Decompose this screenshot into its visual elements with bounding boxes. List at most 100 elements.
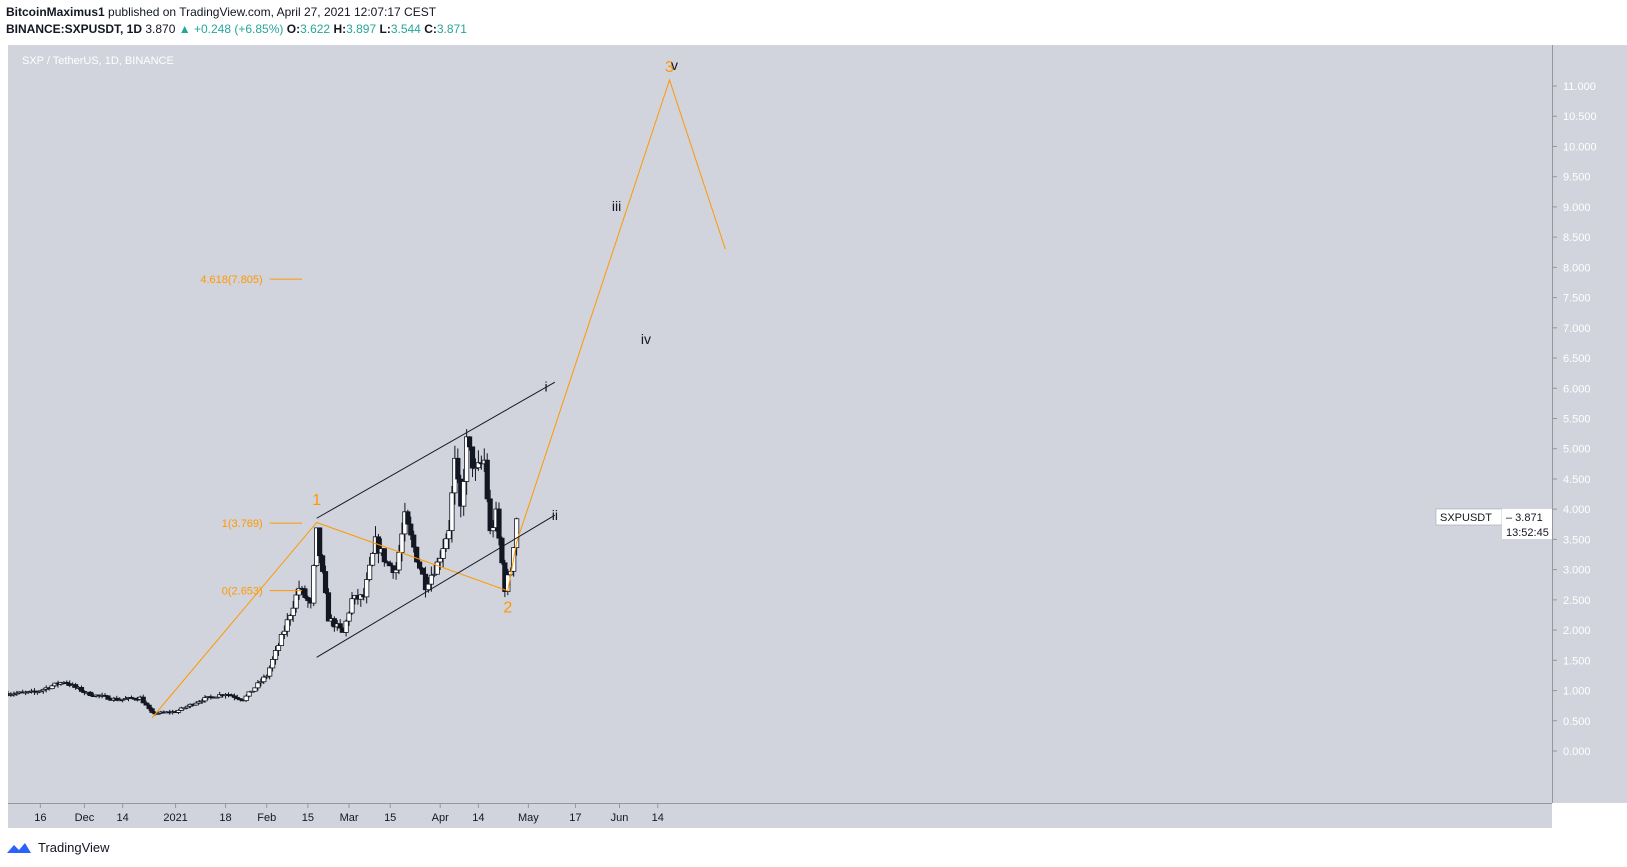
tradingview-logo-icon [7,842,31,853]
candle-body [399,533,405,553]
candle-body [34,691,41,694]
time-tick-label: 15 [384,812,396,824]
candle-body [258,681,264,684]
wave-label-3: 3 [665,59,674,76]
candle-body [408,523,414,536]
price-tick-label: 8.500 [1563,232,1591,244]
low-value: 3.544 [390,22,421,36]
candle-body [269,659,276,669]
candle-body [475,462,482,469]
candle-body [73,684,79,688]
candle-body [319,555,326,572]
candle-body [437,557,443,563]
wave-label-iii: iii [612,198,621,214]
candle-body [123,698,129,700]
candle-body [202,697,208,702]
wave-label-2: 2 [503,600,512,617]
candle-body [196,701,202,704]
price-tick-label: 3.500 [1563,534,1591,546]
wave-label-v: v [671,57,678,73]
price-badge-price: – 3.871 [1506,512,1543,524]
low-label: L: [379,22,391,36]
time-tick-label: 2021 [163,812,187,824]
chart-pane[interactable]: 4.618(7.805) 1(3.769) 0(2.653) 1 2 3 i ii iii iv v… [8,45,1552,803]
price-tick-label: 5.500 [1563,414,1591,426]
candle-body [287,615,293,621]
candle-body [40,688,46,692]
candle-body [505,574,511,592]
candle-body [296,587,302,596]
candle-body [461,481,467,507]
time-tick-label: 15 [302,812,314,824]
countdown-box [1502,524,1552,539]
candle-body [114,697,120,701]
time-axis[interactable]: 16 Dec 14 2021 18 Feb 15 Mar 15 Apr 14 May 17 Jun 14 [8,803,1552,828]
candle-body [252,687,258,692]
candle-body [443,538,449,549]
candle-body [237,698,243,701]
author-name[interactable]: BitcoinMaximus1 [6,5,105,19]
candle-body [396,551,402,571]
candle-body [228,694,235,697]
candle-body [499,537,505,564]
symbol-line: BINANCE:SXPUSDT, 1D [6,22,143,36]
wave-path-orange [151,78,726,719]
time-tick-label: 16 [34,812,46,824]
price-tick-label: 0.500 [1563,716,1591,728]
chart-canvas[interactable]: 4.618(7.805)1(3.769)0(2.653)123iiiiiiivv… [8,45,1552,803]
candle-body [261,676,267,683]
candle-body [449,492,455,532]
time-tick-label: Jun [611,812,629,824]
candle-body [416,561,423,569]
time-axis-canvas: 16 Dec 14 2021 18 Feb 15 Mar 15 Apr 14 May 17 Jun 14 [34,804,664,824]
candle-body [267,667,273,677]
time-tick-label: Dec [75,812,95,824]
fib-level-label: 1(3.769) [222,518,263,530]
wave-label-1: 1 [312,492,321,509]
wave-label-i: i [544,378,547,394]
candle-body [278,634,285,646]
price-axis[interactable]: 1 USDT11.00010.50010.0009.5009.0008.5008… [1552,45,1627,803]
candle-body [284,619,290,632]
candle-body [367,564,373,580]
candle-body [64,681,70,685]
candle-body [337,623,343,629]
wave-label-iv: iv [641,331,651,347]
change-icon: ▲ [178,22,191,36]
channel-upper-line [316,381,556,519]
candle-body [78,686,85,692]
last-price: 3.870 [145,22,176,36]
candle-body [281,630,287,635]
candle-body [369,553,376,566]
publish-line: BitcoinMaximus1 published on TradingView… [6,4,467,21]
candle-body [87,691,93,697]
candle-body [331,618,337,628]
price-badge-symbol: SXPUSDT [1440,512,1492,524]
candle-body [317,527,323,557]
price-tick-label: 7.500 [1563,293,1591,305]
candle-body [105,695,111,700]
price-tick-label: 6.500 [1563,353,1591,365]
candle-body [349,598,355,614]
candle-body [431,573,437,576]
candle-body [455,457,461,480]
open-value: 3.622 [300,22,331,36]
brand-name[interactable]: TradingView [38,840,110,855]
channel-lower-line [316,514,556,658]
candle-body [272,650,279,660]
high-value: 3.897 [346,22,377,36]
fib-level-label: 0(2.653) [222,586,263,598]
candle-body [143,702,149,706]
candle-body [384,561,390,564]
price-tick-label: 0.000 [1563,746,1591,758]
time-tick-label: Feb [257,812,276,824]
price-tick-label: 2.500 [1563,595,1591,607]
candle-body [146,704,152,710]
candle-body [446,530,452,540]
close-label: C: [424,22,437,36]
candle-body [387,562,393,567]
fib-level-label: 4.618(7.805) [200,274,262,286]
candle-body [175,709,182,713]
pane-title: SXP / TetherUS, 1D, BINANCE [22,55,174,67]
candle-body [464,436,470,482]
